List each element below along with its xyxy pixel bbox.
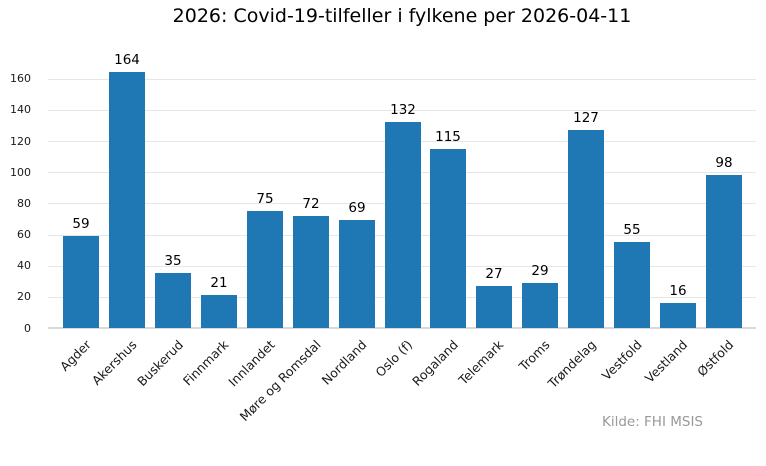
bar (155, 273, 191, 328)
bar (385, 122, 421, 328)
bar-value-label: 29 (531, 263, 549, 279)
bar (430, 149, 466, 328)
bar-value-label: 55 (623, 222, 641, 238)
y-tick-label: 60 (17, 228, 31, 241)
bar-value-label: 164 (114, 52, 140, 68)
bar (660, 303, 696, 328)
bar (476, 286, 512, 328)
x-tick-label: Trøndelag (544, 337, 599, 391)
bar-value-label: 35 (164, 253, 182, 269)
x-tick-label: Møre og Romsdal (236, 337, 324, 425)
x-tick-label: Vestfold (598, 337, 645, 384)
bar-value-label: 132 (390, 102, 416, 118)
bar-value-label: 27 (485, 266, 503, 282)
x-tick-label: Finnmark (180, 337, 232, 389)
bar (522, 283, 558, 328)
bar (63, 236, 99, 328)
bar (339, 220, 375, 328)
bar-value-label: 75 (256, 191, 274, 207)
x-axis-line (48, 327, 756, 329)
bar-value-label: 69 (348, 200, 366, 216)
x-tick-label: Telemark (455, 337, 507, 388)
gridline (48, 110, 756, 111)
x-tick-label: Vestland (642, 337, 691, 386)
x-tick-label: Oslo (f) (372, 337, 416, 380)
bar (109, 72, 145, 328)
y-tick-label: 80 (17, 197, 31, 210)
bar-value-label: 21 (210, 275, 228, 291)
bar-value-label: 98 (715, 155, 733, 171)
chart-title: 2026: Covid-19-tilfeller i fylkene per 2… (172, 5, 632, 27)
y-tick-label: 160 (10, 72, 31, 85)
bar-value-label: 127 (573, 110, 599, 126)
x-tick-label: Østfold (694, 337, 737, 380)
source-note: Kilde: FHI MSIS (601, 414, 703, 430)
x-tick-label: Rogaland (408, 337, 461, 389)
bar-value-label: 115 (435, 129, 461, 145)
x-tick-label: Agder (56, 337, 94, 374)
bar-value-label: 16 (669, 283, 687, 299)
bar (201, 295, 237, 328)
y-tick-label: 40 (17, 259, 31, 272)
bar (247, 211, 283, 328)
x-tick-label: Buskerud (133, 337, 186, 389)
bar (614, 242, 650, 328)
y-tick-label: 140 (10, 103, 31, 116)
x-tick-label: Nordland (318, 337, 370, 388)
bar-value-label: 59 (72, 216, 90, 232)
y-tick-label: 0 (24, 322, 31, 335)
bar (293, 216, 329, 328)
x-tick-label: Akershus (88, 337, 140, 388)
x-tick-label: Troms (515, 337, 553, 374)
y-tick-label: 20 (17, 290, 31, 303)
bar (568, 130, 604, 328)
bar (706, 175, 742, 328)
gridline (48, 79, 756, 80)
bar-value-label: 72 (302, 196, 320, 212)
y-tick-label: 100 (10, 166, 31, 179)
y-tick-label: 120 (10, 135, 31, 148)
